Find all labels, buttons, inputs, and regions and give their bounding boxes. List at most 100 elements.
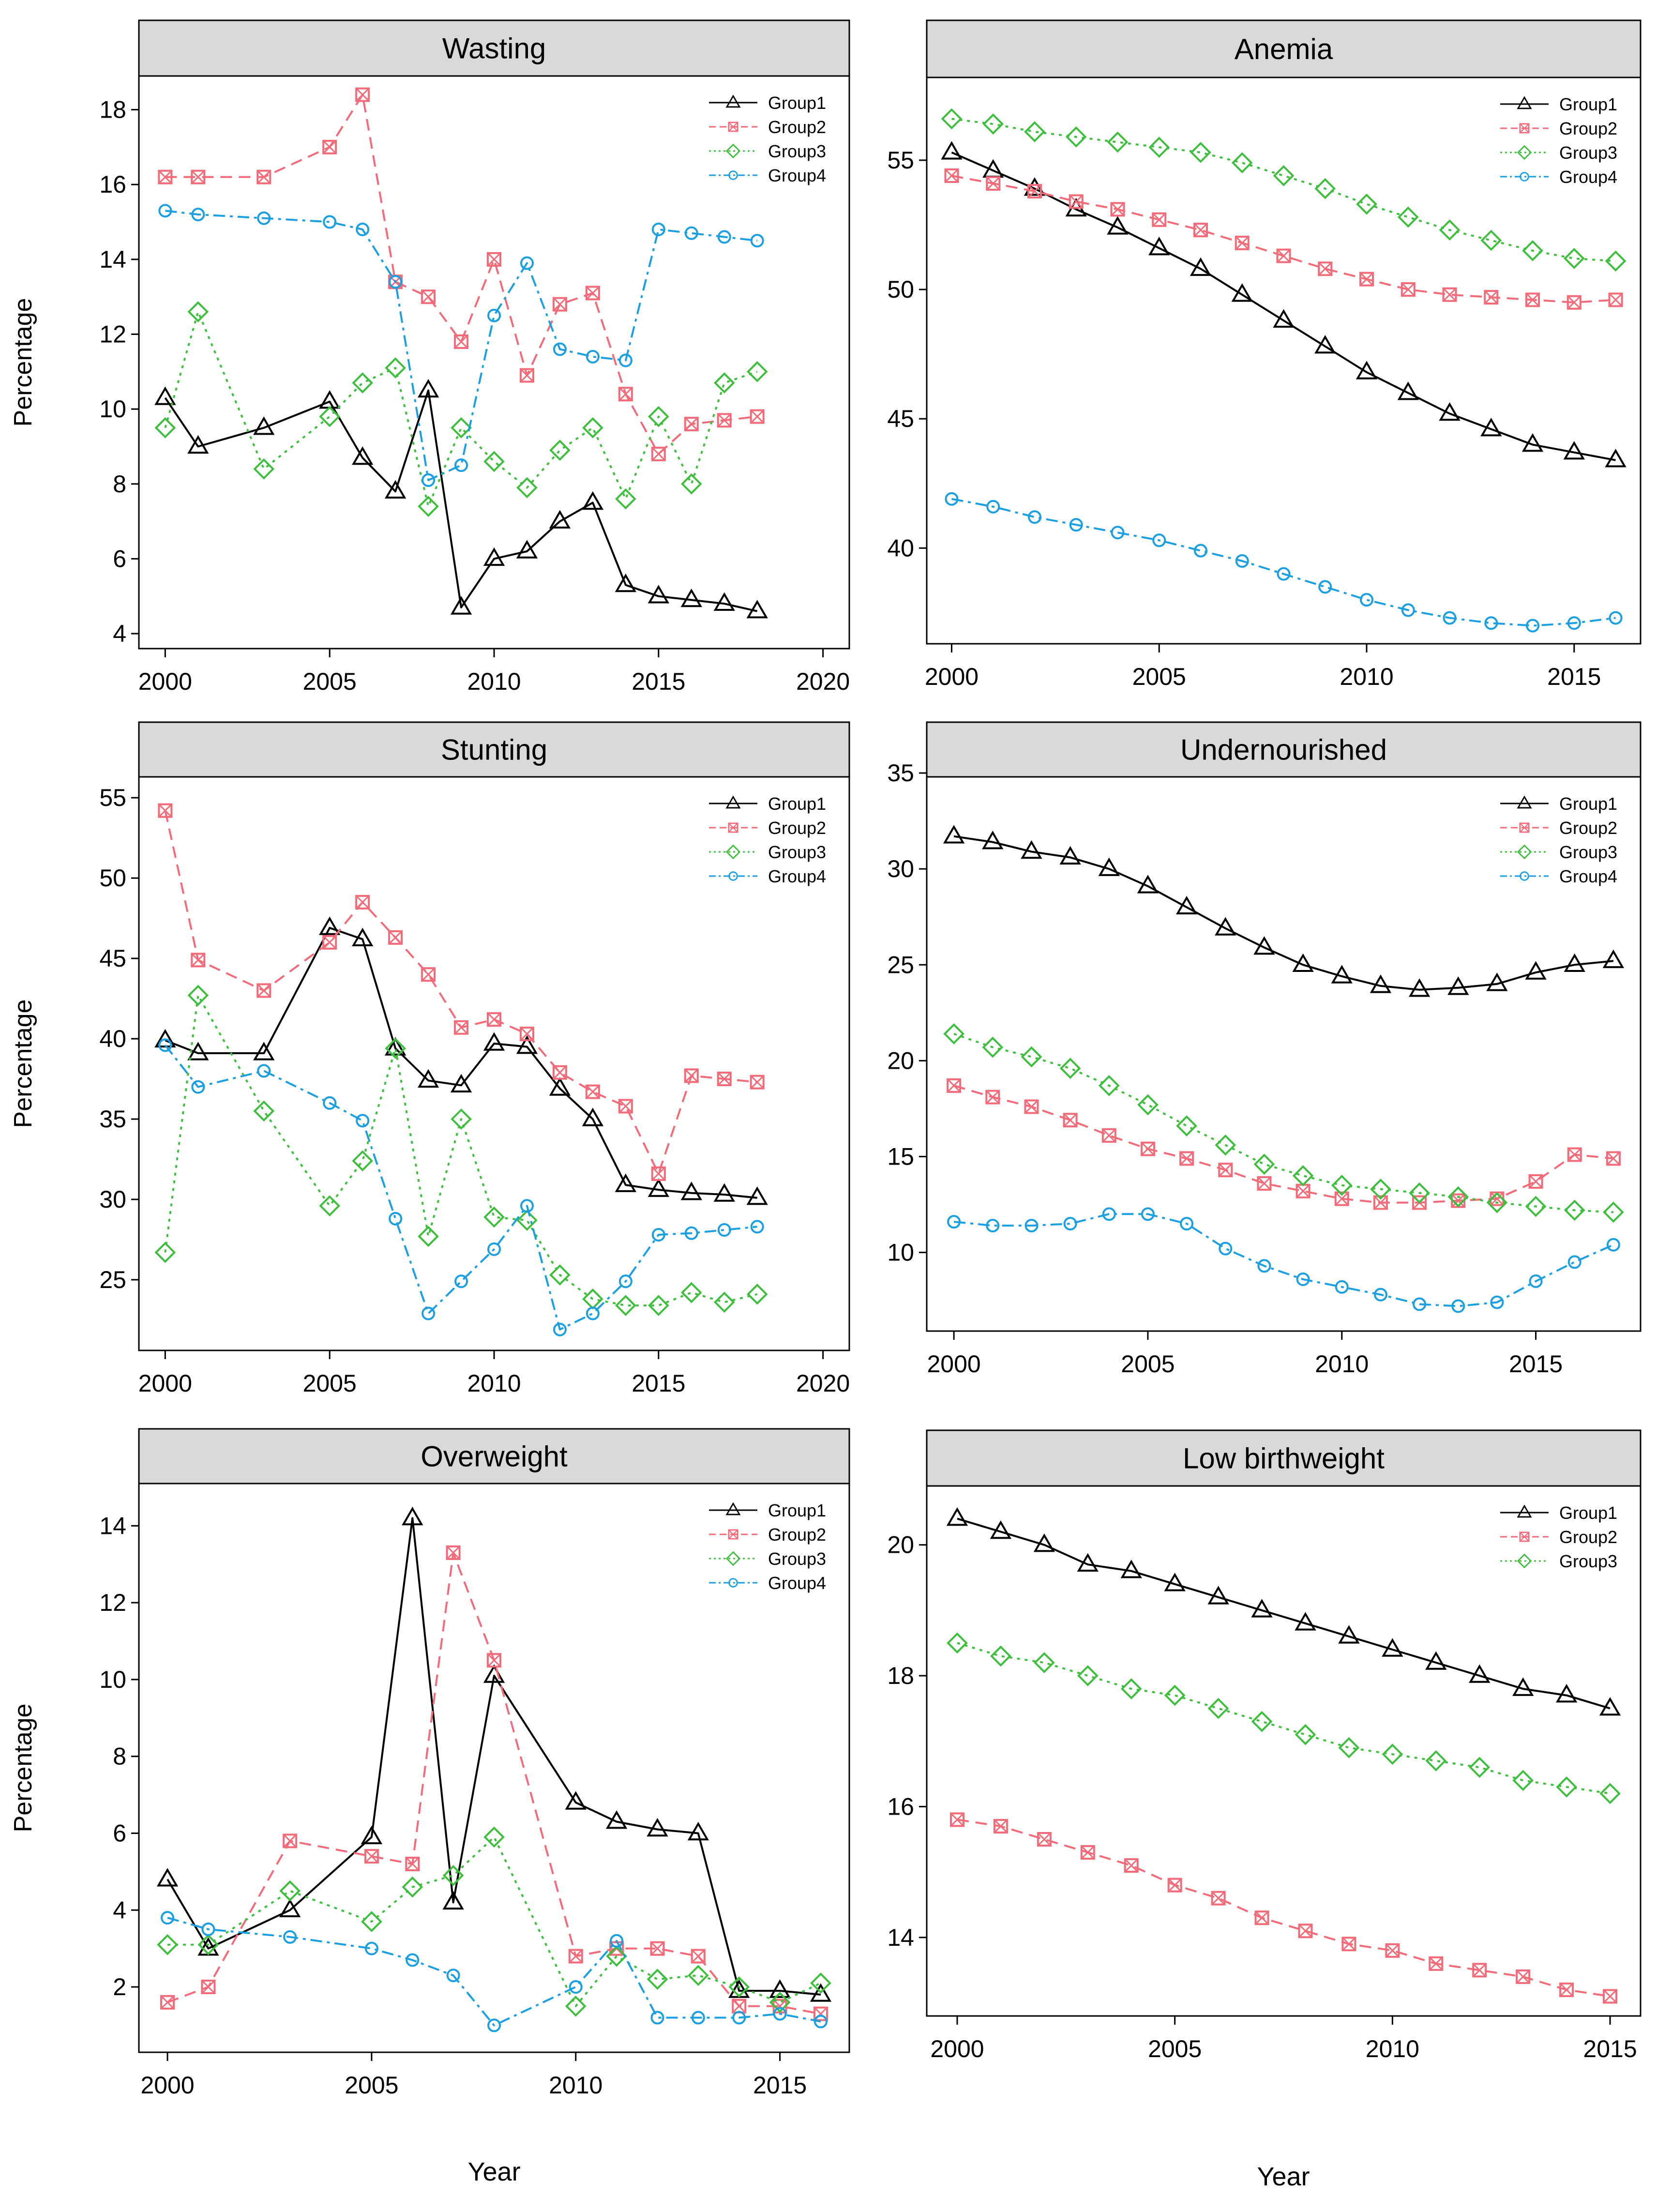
data-point-marker [1063, 1113, 1078, 1128]
legend-label: Group1 [1559, 1503, 1617, 1523]
data-point-marker [1602, 949, 1625, 969]
data-point-marker [1397, 206, 1419, 228]
data-point-marker [610, 1934, 624, 1948]
series-group4 [158, 1038, 764, 1336]
data-point-marker [191, 208, 205, 222]
data-point-marker [1517, 1553, 1532, 1569]
data-point-marker [1356, 193, 1377, 215]
data-point-marker [323, 215, 337, 229]
panel-low-birthweight-legend: Group1 Group2 Group3 [1500, 1503, 1617, 1571]
data-point-marker [158, 1038, 172, 1052]
panel-overweight-title: Overweight [421, 1440, 568, 1473]
data-point-marker [1373, 1288, 1387, 1302]
data-point-marker [728, 822, 738, 833]
legend-item: Group2 [1500, 818, 1617, 838]
data-point-marker [487, 252, 501, 267]
legend-item: Group1 [1500, 794, 1617, 814]
y-tick-label: 18 [99, 96, 126, 123]
data-point-marker [725, 143, 741, 159]
data-point-marker [717, 1223, 731, 1237]
data-point-marker [1027, 510, 1041, 524]
data-point-marker [201, 1980, 216, 1995]
data-point-marker [1397, 381, 1419, 400]
data-point-marker [1193, 223, 1208, 238]
data-point-marker [1555, 1684, 1578, 1703]
series-group2 [944, 168, 1623, 310]
data-point-marker [201, 1922, 215, 1936]
data-point-marker [990, 1645, 1011, 1667]
data-point-marker [1033, 1533, 1055, 1552]
data-point-marker [1480, 418, 1502, 437]
data-point-marker-cross [1180, 1151, 1194, 1166]
series-group2 [947, 1078, 1621, 1210]
data-point-marker [351, 446, 374, 465]
data-point-marker-cross [1211, 1891, 1225, 1905]
data-point-marker [1152, 533, 1166, 547]
data-point-marker-cross [257, 984, 271, 998]
data-point-marker [356, 1114, 370, 1128]
data-point-marker [650, 1941, 665, 1956]
data-point-marker [1567, 616, 1581, 630]
data-point-marker-cross [947, 1078, 961, 1092]
data-point-marker [1606, 1151, 1621, 1166]
data-point-marker [728, 871, 738, 881]
data-point-marker [253, 1100, 275, 1122]
data-point-marker [648, 585, 669, 604]
data-point-marker [986, 176, 1001, 191]
data-point-marker [553, 1322, 567, 1336]
data-point-marker [422, 473, 436, 487]
x-tick-label: 2015 [1547, 663, 1601, 690]
data-point-marker [279, 1880, 301, 1902]
x-tick-label: 2000 [138, 1370, 192, 1397]
data-point-marker [1102, 1207, 1116, 1221]
legend-item: Group4 [709, 166, 826, 185]
data-point-marker [1077, 1665, 1099, 1686]
x-tick-label: 2005 [1132, 663, 1186, 690]
series-group1 [941, 141, 1627, 468]
y-tick-label: 8 [113, 1743, 126, 1770]
data-point-marker [648, 1295, 669, 1316]
data-point-marker [684, 417, 699, 432]
series-group4-line [953, 1213, 1614, 1307]
data-point-marker [728, 121, 738, 132]
data-point-marker-cross [487, 1653, 501, 1667]
data-point-marker [717, 1072, 732, 1087]
series-group4 [158, 204, 764, 487]
data-point-marker-cross [1529, 1174, 1543, 1189]
data-point-marker-cross [520, 1027, 534, 1041]
y-tick-label: 15 [887, 1143, 914, 1170]
legend-label: Group4 [768, 866, 826, 886]
x-axis-label-right: Year [1257, 2162, 1310, 2191]
y-tick-label: 30 [887, 855, 914, 882]
series-group1 [156, 1506, 832, 2002]
data-point-marker [1338, 1737, 1360, 1758]
data-point-marker [1521, 433, 1544, 452]
data-point-marker [361, 1825, 383, 1845]
data-point-marker-cross [684, 1069, 698, 1083]
data-point-marker-cross [586, 1085, 600, 1099]
data-point-marker-cross [454, 334, 468, 349]
data-point-marker-cross [1141, 1142, 1155, 1156]
data-point-marker [713, 1183, 735, 1202]
data-point-marker [520, 1199, 534, 1213]
legend-label: Group4 [1559, 167, 1617, 187]
data-point-marker [1412, 1195, 1427, 1210]
data-point-marker-cross [283, 1834, 297, 1848]
data-point-marker [161, 1911, 175, 1925]
data-point-marker [352, 1150, 373, 1172]
data-point-marker-cross [750, 409, 764, 424]
panel-undernourished-title: Undernourished [1180, 734, 1387, 766]
data-point-marker [750, 1220, 764, 1234]
data-point-marker [322, 935, 337, 950]
data-point-marker-cross [356, 895, 370, 909]
data-point-marker [618, 1099, 633, 1114]
data-point-marker [1382, 1638, 1403, 1657]
data-point-marker [1137, 875, 1159, 894]
x-tick-label: 2010 [467, 1370, 521, 1397]
data-point-marker [717, 413, 732, 428]
data-point-marker [1124, 1858, 1139, 1873]
legend-item: Group4 [709, 866, 826, 886]
data-point-marker-cross [651, 1167, 665, 1181]
data-point-marker [982, 831, 1004, 849]
data-point-marker [253, 416, 275, 435]
